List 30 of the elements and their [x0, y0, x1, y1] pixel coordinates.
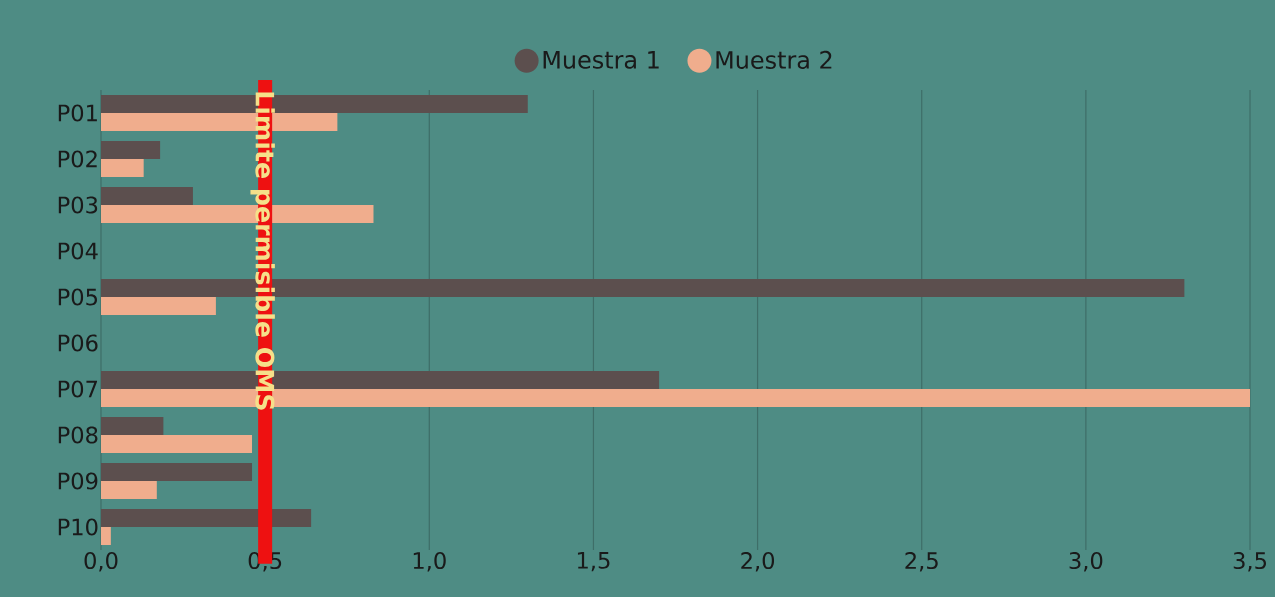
bar	[101, 158, 144, 177]
x-tick-label: 3,0	[1069, 552, 1103, 572]
y-tick-label: P05	[58, 288, 97, 306]
y-tick-label: P01	[58, 104, 97, 122]
legend-label: Muestra 2	[716, 50, 832, 69]
bar	[101, 297, 216, 315]
bar	[101, 527, 111, 546]
y-tick-label: P03	[58, 196, 98, 214]
legend-label: Muestra 1	[543, 51, 659, 69]
x-tick-label: 2,5	[905, 552, 938, 572]
bar	[101, 509, 312, 528]
bar	[101, 140, 161, 159]
bar	[101, 187, 193, 205]
y-tick-label: P10	[58, 518, 98, 536]
bar	[101, 417, 164, 436]
y-tick-label: P08	[58, 426, 98, 444]
x-tick-label: 1,0	[413, 552, 446, 572]
y-tick-label: P06	[58, 334, 98, 352]
y-tick-label: P09	[58, 472, 98, 490]
y-tick-label: P07	[58, 380, 98, 398]
x-tick-label: 3,5	[1233, 552, 1266, 572]
x-tick-label: 0,0	[84, 552, 118, 572]
y-tick-label: P04	[58, 242, 98, 260]
ref-line-label: Limite permisible OMS	[250, 92, 275, 410]
bar	[101, 435, 253, 454]
x-tick-label: 1,5	[577, 552, 610, 572]
bar	[101, 463, 253, 482]
bar	[101, 481, 157, 500]
y-tick-label: P02	[58, 150, 97, 168]
x-tick-label: 2,0	[741, 552, 775, 572]
